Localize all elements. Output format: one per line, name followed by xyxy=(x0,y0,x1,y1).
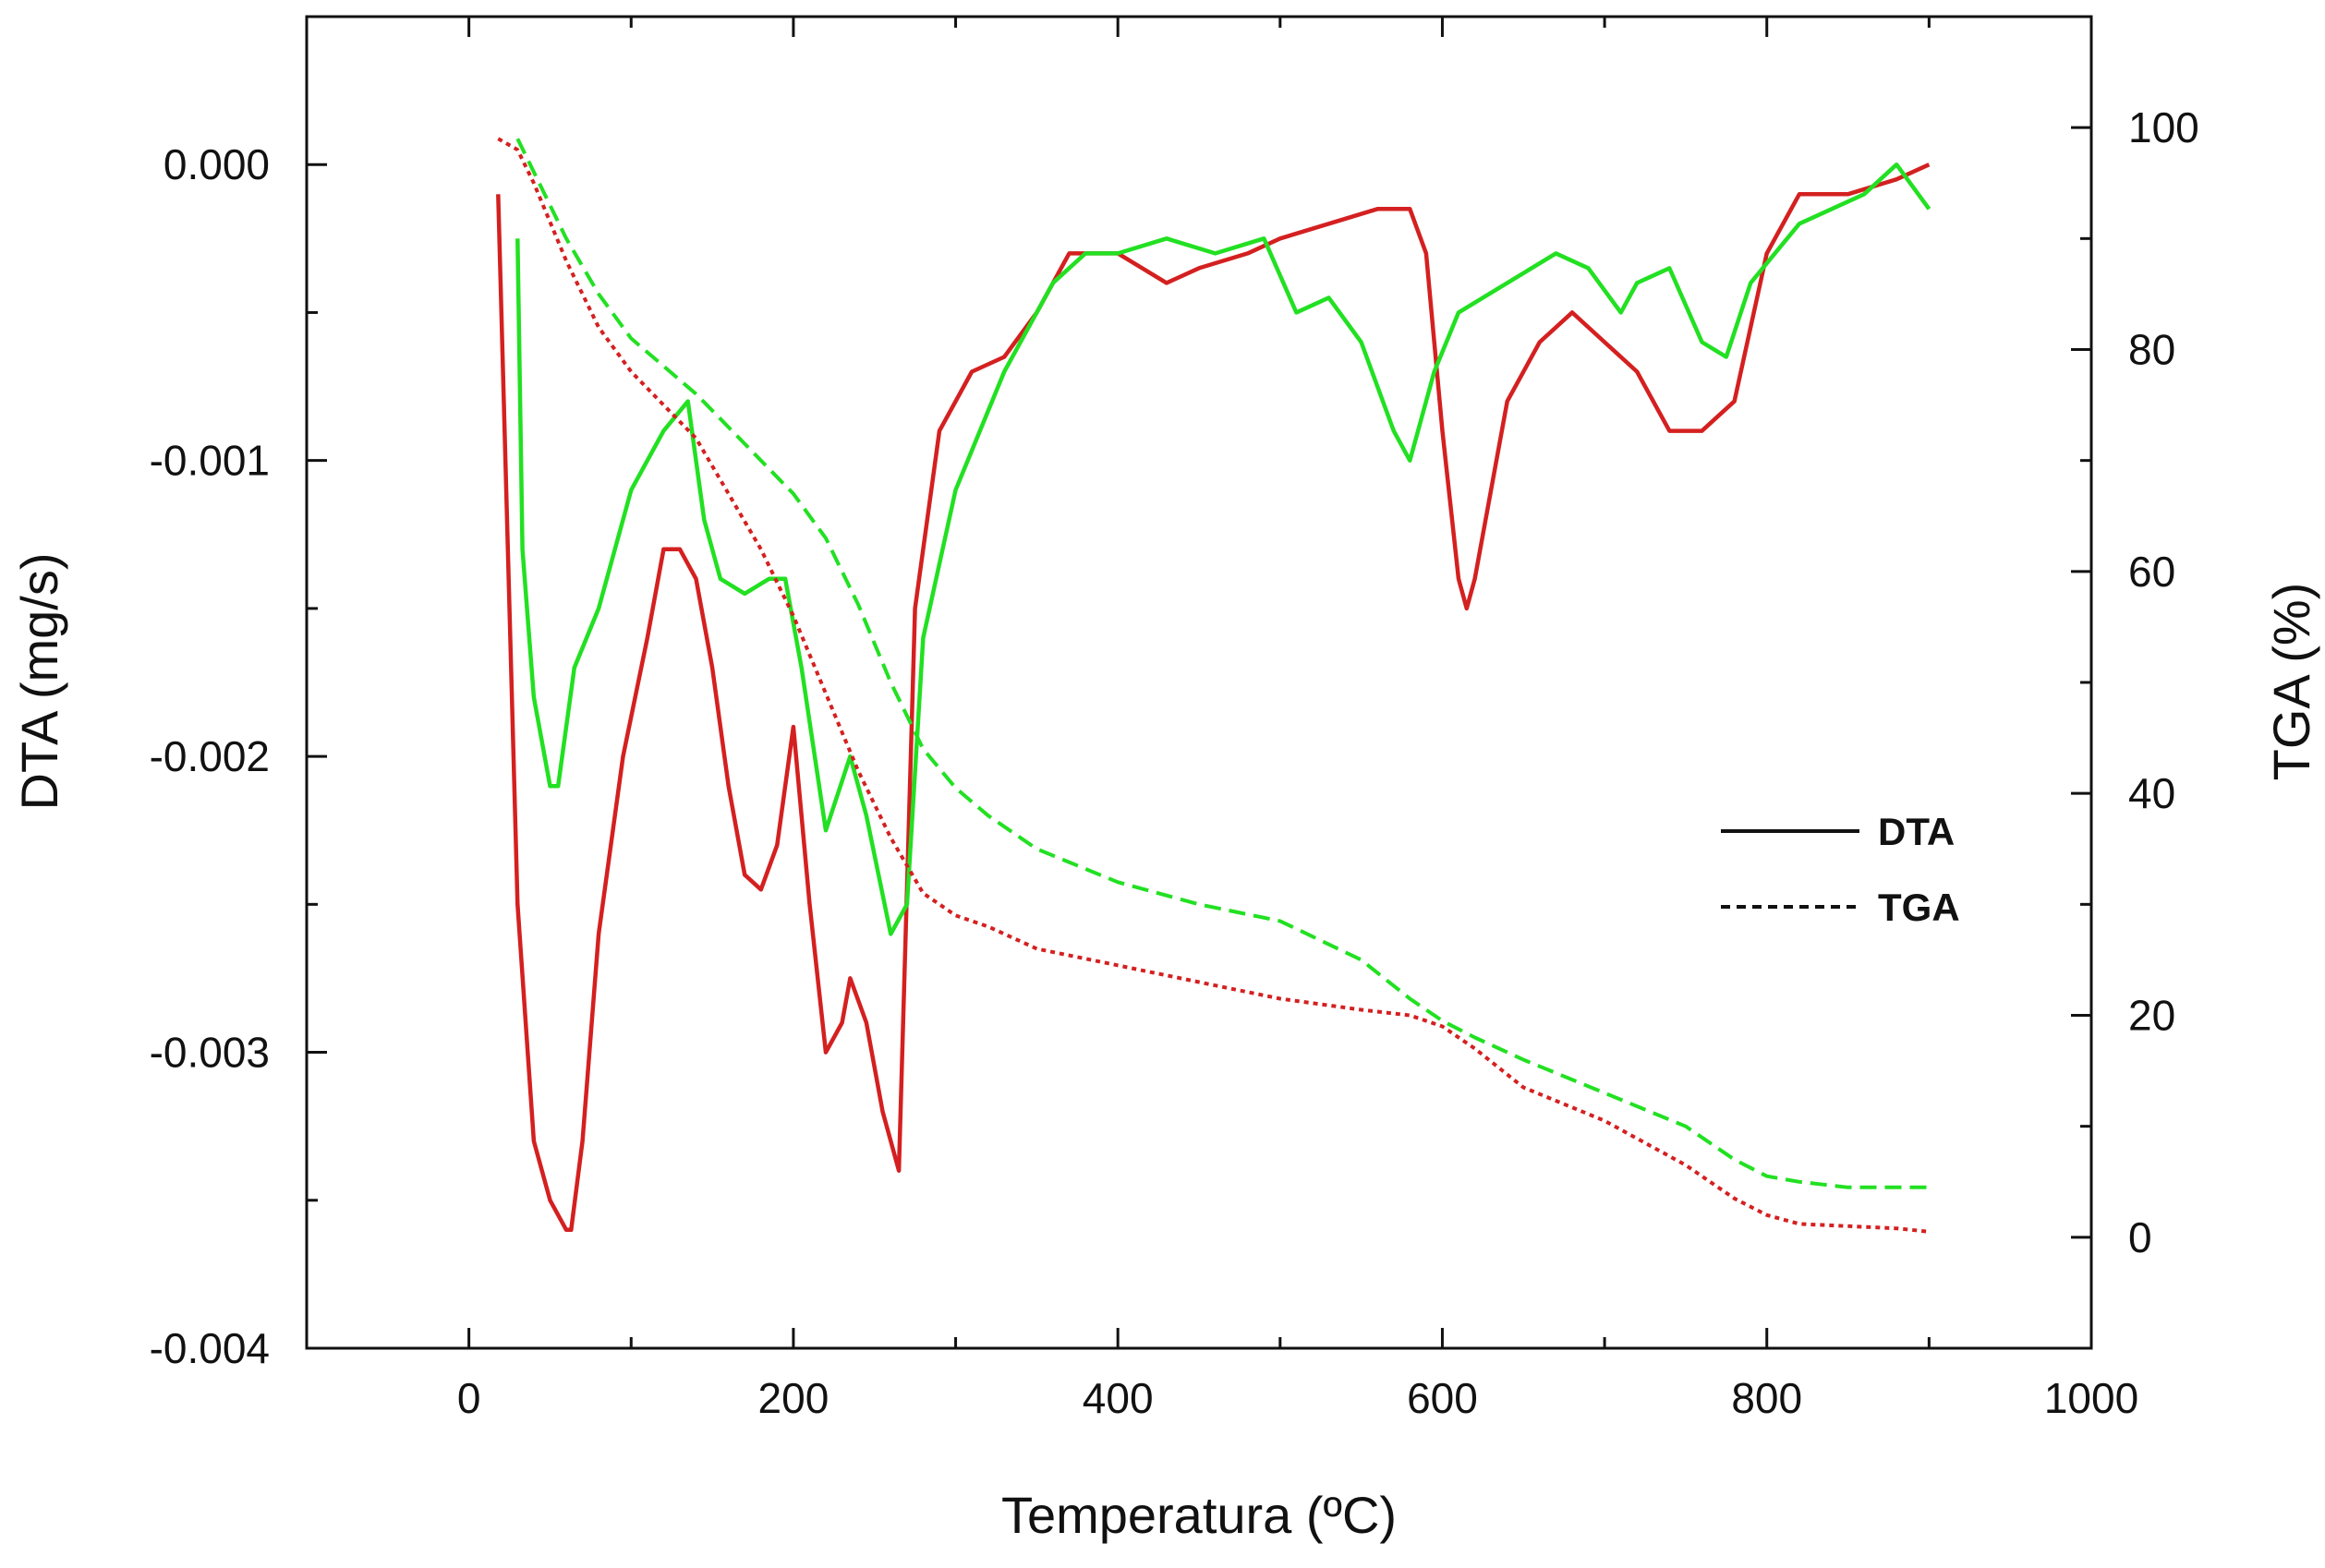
y-left-axis-title: DTA (mg/s) xyxy=(10,553,68,811)
y-right-tick-label-80: 80 xyxy=(2128,326,2175,374)
x-tick-label-0: 0 xyxy=(457,1374,481,1422)
y-right-axis-title: TGA (%) xyxy=(2262,583,2320,781)
legend-dta-label: DTA xyxy=(1878,810,1955,853)
series-line-3-right-dashed xyxy=(515,138,1930,1189)
y-right-tick-label-40: 40 xyxy=(2128,769,2175,817)
x-tick-label-1000: 1000 xyxy=(2044,1374,2138,1422)
x-axis-title: Temperatura (ºC) xyxy=(1001,1486,1397,1544)
y-left-tick-label-3: -0.003 xyxy=(150,1029,270,1077)
series-line-0-left-solid xyxy=(496,163,1931,1233)
legend: DTA TGA xyxy=(1721,810,1960,929)
y-left-tick-label-0: 0.000 xyxy=(163,140,270,188)
y-right-tick-label-20: 20 xyxy=(2128,992,2175,1040)
x-tick-label-200: 200 xyxy=(758,1374,829,1422)
tick-labels-layer: 0 200 400 600 800 10000.000-0.001-0.002-0.003… xyxy=(150,103,2199,1422)
x-tick-label-400: 400 xyxy=(1083,1374,1154,1422)
y-right-tick-label-60: 60 xyxy=(2128,548,2175,596)
series-line-1-left-solid xyxy=(515,162,1931,936)
x-tick-label-800: 800 xyxy=(1731,1374,1802,1422)
x-tick-label-600: 600 xyxy=(1407,1374,1478,1422)
ticks-layer xyxy=(305,15,2093,1350)
series-line-2-right-dotted xyxy=(497,137,1930,1234)
y-right-tick-label-100: 100 xyxy=(2128,103,2199,151)
legend-tga-label: TGA xyxy=(1878,886,1960,929)
y-left-tick-label-2: -0.002 xyxy=(150,732,270,780)
y-right-tick-label-0: 0 xyxy=(2128,1213,2152,1261)
y-left-tick-label-1: -0.001 xyxy=(150,437,270,485)
y-left-tick-label-4: -0.004 xyxy=(150,1324,270,1372)
series-layer xyxy=(496,137,1931,1234)
